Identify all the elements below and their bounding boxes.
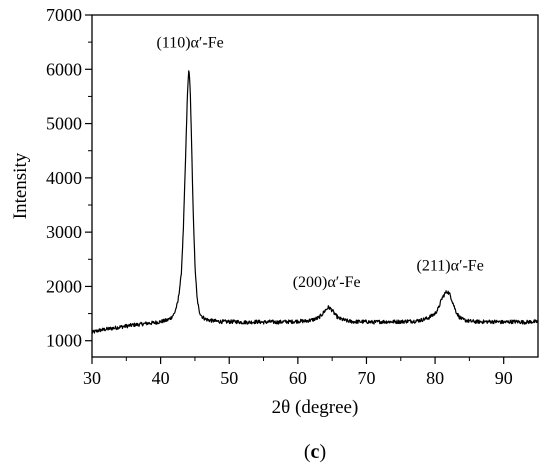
annotations-layer: (110)α′-Fe (200)α′-Fe (211)α′-Fe bbox=[156, 35, 483, 291]
x-tick-label: 70 bbox=[357, 368, 375, 388]
x-axis-label: 2θ (degree) bbox=[272, 397, 359, 418]
y-tick-label: 1000 bbox=[46, 331, 82, 351]
axes-frame bbox=[91, 14, 539, 358]
x-tick-label: 90 bbox=[495, 368, 513, 388]
y-axis-label: Intensity bbox=[10, 152, 31, 219]
x-tick-label: 40 bbox=[152, 368, 170, 388]
panel-label: (c) bbox=[304, 441, 326, 463]
x-tick-label: 30 bbox=[83, 368, 101, 388]
y-tick-label: 7000 bbox=[46, 5, 82, 25]
peak-annotation: (200)α′-Fe bbox=[293, 274, 361, 291]
y-tick-label: 3000 bbox=[46, 222, 82, 242]
ticks-layer: 30 40 50 60 70 80 90 1000 2000 3000 4000 5000 6000 70… bbox=[46, 5, 513, 388]
peak-annotation: (211)α′-Fe bbox=[417, 258, 484, 275]
x-tick-label: 80 bbox=[426, 368, 444, 388]
panel-label-close: ) bbox=[319, 441, 326, 463]
y-tick-label: 4000 bbox=[46, 168, 82, 188]
y-tick-label: 6000 bbox=[46, 59, 82, 79]
panel-label-letter: c bbox=[311, 441, 320, 463]
panel-label-open: ( bbox=[304, 441, 311, 463]
peak-annotation: (110)α′-Fe bbox=[156, 35, 223, 52]
x-tick-label: 60 bbox=[289, 368, 307, 388]
y-tick-label: 2000 bbox=[46, 276, 82, 296]
series-line bbox=[91, 70, 539, 334]
x-tick-label: 50 bbox=[220, 368, 238, 388]
y-tick-label: 5000 bbox=[46, 114, 82, 134]
